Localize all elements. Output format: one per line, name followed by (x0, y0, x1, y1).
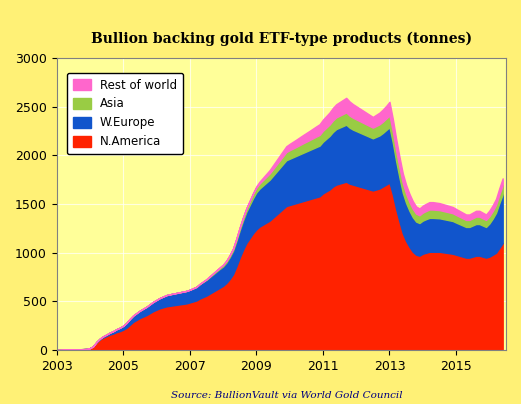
Legend: Rest of world, Asia, W.Europe, N.America: Rest of world, Asia, W.Europe, N.America (67, 73, 183, 154)
Text: Source: BullionVault via World Gold Council: Source: BullionVault via World Gold Coun… (171, 391, 402, 400)
Text: Bullion backing gold ETF-type products (tonnes): Bullion backing gold ETF-type products (… (91, 32, 472, 46)
